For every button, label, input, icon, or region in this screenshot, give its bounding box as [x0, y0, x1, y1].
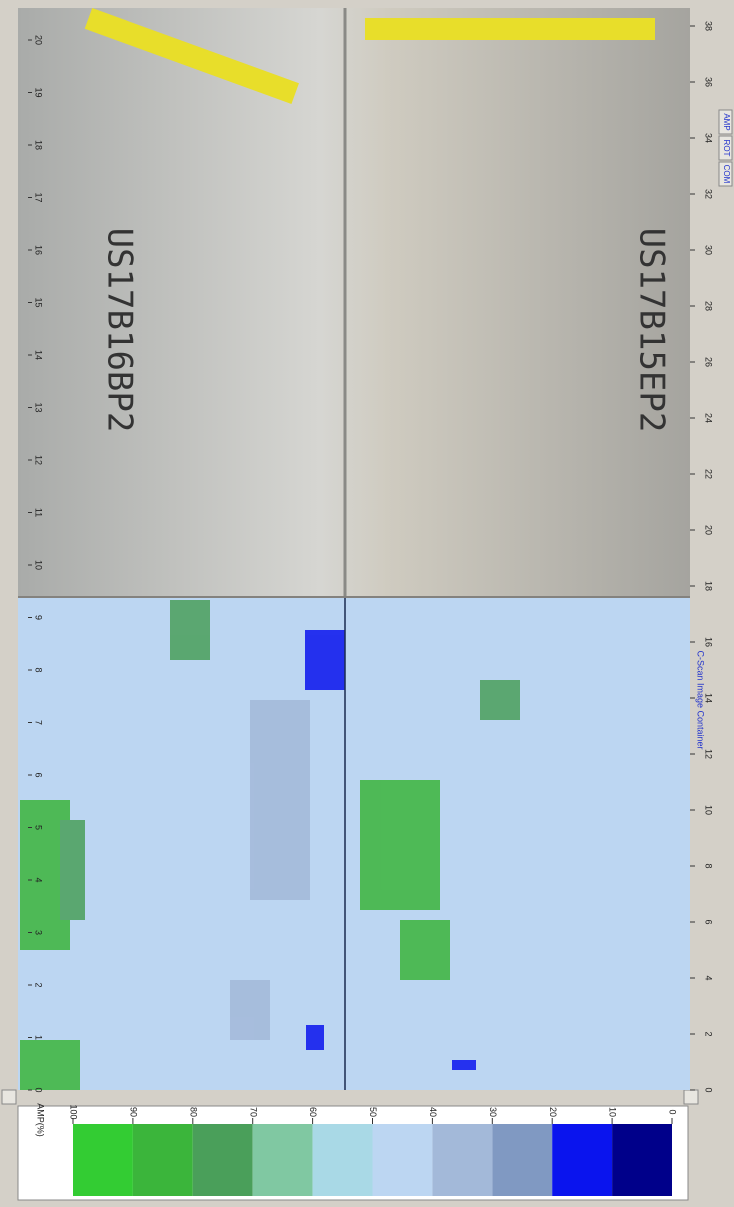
tick-label: 14: [34, 350, 44, 360]
tick-label: 0: [704, 1087, 714, 1092]
tick-label: 38: [704, 21, 714, 31]
tick-label: 16: [34, 245, 44, 255]
tick-label: 26: [704, 357, 714, 367]
photo: [18, 8, 690, 596]
tick-label: 15: [34, 297, 44, 307]
tick-label: 8: [34, 667, 44, 672]
legend-tick-label: 0: [668, 1109, 678, 1114]
legend-swatch: [372, 1124, 433, 1196]
toolbar-button[interactable]: [718, 161, 733, 187]
tick-label: 17: [34, 192, 44, 202]
cscan-pattern: [20, 600, 520, 1090]
tick-label: 3: [34, 930, 44, 935]
legend-tick-label: 10: [608, 1107, 618, 1117]
legend-swatch: [73, 1124, 133, 1196]
scroll-button[interactable]: [1, 1089, 17, 1105]
toolbar-button[interactable]: [718, 135, 733, 161]
tape: [365, 18, 655, 40]
legend-tick-label: 50: [368, 1107, 378, 1117]
photo-label: US17B15EP2: [632, 228, 672, 433]
tick-label: 4: [34, 877, 44, 882]
tick-label: 24: [704, 413, 714, 423]
tick-label: 6: [704, 919, 714, 924]
left-strip: [0, 0, 18, 1207]
toolbar-label: AMP: [722, 113, 731, 130]
toolbar-button[interactable]: [718, 109, 733, 135]
legend-swatch: [252, 1124, 313, 1196]
tick-label: 32: [704, 189, 714, 199]
tick-label: 20: [34, 35, 44, 45]
tick-label: 2: [704, 1031, 714, 1036]
tick-label: 30: [704, 245, 714, 255]
legend-swatch: [312, 1124, 373, 1196]
tick-label: 10: [704, 805, 714, 815]
tick-label: 1: [34, 1035, 44, 1040]
legend-label: AMP(%): [36, 1103, 46, 1137]
legend-swatch: [492, 1124, 553, 1196]
tape: [84, 8, 299, 104]
legend-tick-label: 60: [308, 1107, 318, 1117]
tick-label: 12: [704, 749, 714, 759]
scroll-button[interactable]: [683, 1089, 699, 1105]
tick-label: 22: [704, 469, 714, 479]
legend-swatch: [612, 1124, 672, 1196]
tick-label: 12: [34, 455, 44, 465]
tick-label: 19: [34, 87, 44, 97]
legend-swatch: [552, 1124, 613, 1196]
tick-label: 34: [704, 133, 714, 143]
legend-swatch: [192, 1124, 253, 1196]
legend-tick-label: 80: [188, 1107, 198, 1117]
tick-label: 11: [34, 508, 44, 517]
legend-tick-label: 30: [488, 1107, 498, 1117]
tick-label: 28: [704, 301, 714, 311]
legend-swatch: [132, 1124, 193, 1196]
cscan-image: [18, 598, 690, 1090]
tick-label: 8: [704, 863, 714, 868]
tick-label: 14: [704, 693, 714, 703]
legend-tick-label: 90: [129, 1107, 139, 1117]
legend-tick-label: 20: [548, 1107, 558, 1117]
legend-tick-label: 70: [248, 1107, 258, 1117]
tick-label: 10: [34, 560, 44, 570]
tick-label: 7: [34, 720, 44, 725]
tick-label: 36: [704, 77, 714, 87]
container-label: C-Scan Image Container: [696, 650, 706, 749]
tick-label: 5: [34, 825, 44, 830]
tick-label: 20: [704, 525, 714, 535]
photo-label: US17B16BP2: [100, 228, 140, 433]
tick-label: 18: [34, 140, 44, 150]
tick-label: 6: [34, 772, 44, 777]
legend-tick-label: 40: [428, 1107, 438, 1117]
legend-swatch: [432, 1124, 493, 1196]
tick-label: 18: [704, 581, 714, 591]
tick-label: 0: [34, 1087, 44, 1092]
tick-label: 9: [34, 615, 44, 620]
tick-label: 13: [34, 402, 44, 412]
tick-label: 4: [704, 975, 714, 980]
tick-label: 2: [34, 982, 44, 987]
toolbar-label: COM: [722, 165, 731, 184]
toolbar-label: ROT: [722, 140, 731, 157]
legend-tick-label: 100: [69, 1104, 79, 1119]
tick-label: 16: [704, 637, 714, 647]
